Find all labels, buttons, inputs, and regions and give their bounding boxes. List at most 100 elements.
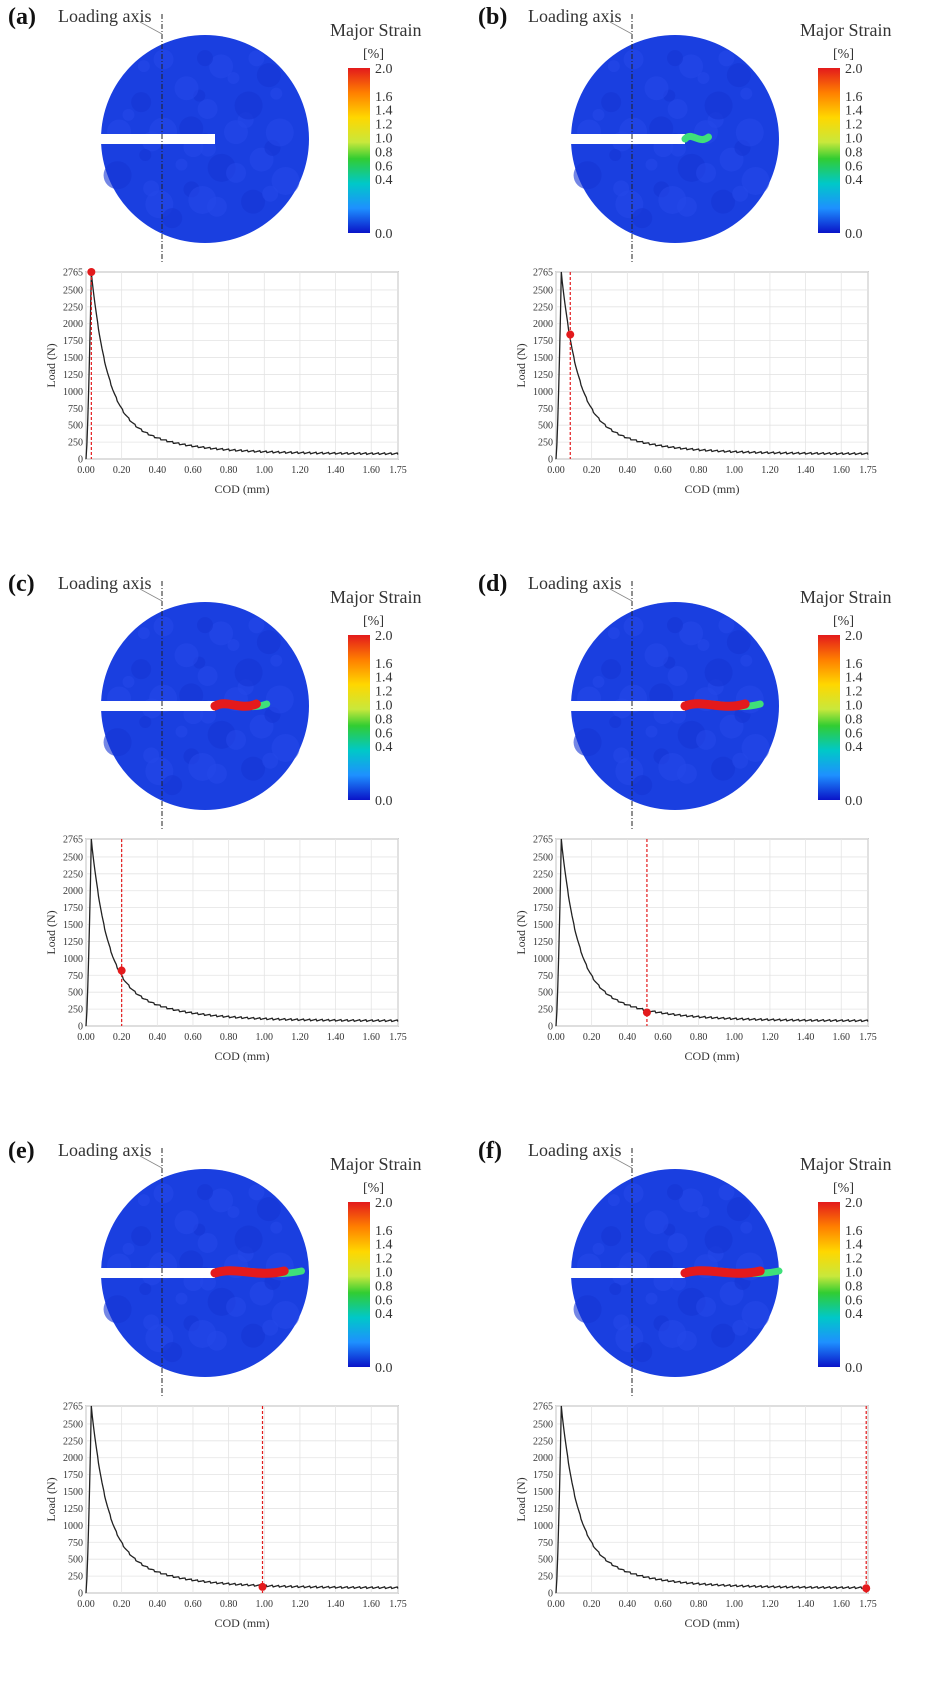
y-axis-title: Load (N) xyxy=(514,343,528,387)
colorbar-tick-label: 1.2 xyxy=(375,118,393,133)
y-tick-label: 1750 xyxy=(533,1470,553,1481)
x-axis-title: COD (mm) xyxy=(685,1049,740,1063)
field-speckle xyxy=(741,1300,770,1329)
y-tick-label: 2500 xyxy=(533,285,553,296)
x-axis-title: COD (mm) xyxy=(685,1616,740,1630)
y-tick-label: 250 xyxy=(68,1572,83,1583)
x-tick-label: 0.20 xyxy=(583,1032,601,1043)
colorbar-tick-label: 1.6 xyxy=(845,657,863,672)
y-tick-label: 2765 xyxy=(63,835,83,846)
major-strain-label: Major Strain xyxy=(330,20,422,40)
y-tick-label: 1250 xyxy=(63,370,83,381)
colorbar-tick-label: 1.2 xyxy=(845,1252,863,1267)
field-speckle xyxy=(711,756,736,781)
y-tick-label: 250 xyxy=(68,1005,83,1016)
y-tick-label: 2500 xyxy=(533,1419,553,1430)
field-speckle xyxy=(248,50,265,67)
y-tick-label: 1250 xyxy=(533,370,553,381)
colorbar-tick-label: 1.4 xyxy=(845,104,863,119)
x-tick-label: 0.80 xyxy=(220,1032,238,1043)
colorbar-tick-label: 1.6 xyxy=(375,1224,393,1239)
state-marker-point xyxy=(642,1008,651,1017)
field-speckle xyxy=(573,161,602,190)
x-tick-label: 0.00 xyxy=(77,465,95,476)
x-tick-label: 1.20 xyxy=(291,1599,309,1610)
field-speckle xyxy=(645,725,658,738)
x-tick-label: 1.20 xyxy=(291,465,309,476)
colorbar-tick-label: 1.0 xyxy=(845,1265,863,1280)
state-marker-point xyxy=(117,966,126,975)
field-speckle xyxy=(632,1342,653,1363)
field-speckle xyxy=(122,1242,135,1255)
field-speckle xyxy=(632,775,653,796)
x-tick-label: 1.60 xyxy=(833,1032,851,1043)
field-speckle xyxy=(679,621,704,646)
x-tick-label: 1.00 xyxy=(256,1599,274,1610)
plot-frame xyxy=(555,1405,869,1594)
colorbar-tick-label: 0.8 xyxy=(375,145,393,160)
notch-slot xyxy=(569,1268,685,1278)
field-speckle xyxy=(670,707,687,724)
y-tick-label: 1750 xyxy=(63,903,83,914)
field-speckle xyxy=(197,50,213,67)
field-speckle xyxy=(209,621,234,646)
x-tick-label: 1.60 xyxy=(363,1032,381,1043)
panel-d: 2.0 1.6 1.4 1.2 1.0 0.8 0.6 0.4 0.0 0.00 0.20 0.40 0… xyxy=(470,567,940,1134)
field-speckle xyxy=(197,1184,213,1201)
colorbar xyxy=(348,635,370,800)
field-speckle xyxy=(740,87,753,100)
field-speckle xyxy=(226,1296,247,1317)
colorbar-tick-label: 0.8 xyxy=(375,712,393,727)
x-tick-label: 1.40 xyxy=(327,465,345,476)
field-speckle xyxy=(248,1184,265,1201)
y-tick-label: 1750 xyxy=(533,903,553,914)
x-tick-label: 0.00 xyxy=(77,1599,95,1610)
y-tick-label: 1250 xyxy=(63,937,83,948)
y-tick-label: 250 xyxy=(538,1572,553,1583)
x-tick-label: 1.60 xyxy=(833,1599,851,1610)
field-speckle xyxy=(667,1184,683,1201)
field-speckle xyxy=(609,1283,622,1296)
colorbar-tick-label: 0.8 xyxy=(845,712,863,727)
field-speckle xyxy=(103,1295,132,1324)
y-axis-title: Load (N) xyxy=(514,910,528,954)
colorbar-tick-label: 0.4 xyxy=(845,740,863,755)
field-speckle xyxy=(131,659,152,680)
field-speckle xyxy=(241,1323,266,1348)
major-strain-label: Major Strain xyxy=(800,20,892,40)
x-tick-label: 0.40 xyxy=(149,465,167,476)
crack-band xyxy=(680,699,750,711)
x-tick-label: 0.00 xyxy=(77,1032,95,1043)
colorbar-tick-label: 2.0 xyxy=(845,1196,863,1211)
x-tick-label: 1.20 xyxy=(761,465,779,476)
field-speckle xyxy=(601,92,622,113)
colorbar-tick-label: 0.6 xyxy=(845,1293,863,1308)
x-tick-label: 0.40 xyxy=(619,1599,637,1610)
field-speckle xyxy=(696,1296,717,1317)
colorbar-tick-label: 1.4 xyxy=(375,671,393,686)
field-speckle xyxy=(697,72,710,85)
panel-label: (f) xyxy=(478,1138,502,1164)
loading-axis-label: Loading axis xyxy=(528,1140,622,1160)
x-tick-label: 1.40 xyxy=(797,465,815,476)
field-speckle xyxy=(741,166,770,195)
field-speckle xyxy=(609,716,622,729)
colorbar-tick-label: 0.4 xyxy=(375,740,393,755)
field-speckle xyxy=(227,1206,240,1219)
state-marker-point xyxy=(862,1584,871,1593)
plot-frame xyxy=(555,838,869,1027)
colorbar-tick-label: 1.0 xyxy=(375,131,393,146)
colorbar-tick-label: 0.0 xyxy=(845,794,863,809)
y-tick-label: 500 xyxy=(538,1555,553,1566)
field-speckle xyxy=(206,196,227,217)
field-speckle xyxy=(696,162,717,183)
colorbar xyxy=(818,1202,840,1367)
colorbar-tick-label: 0.6 xyxy=(375,726,393,741)
x-tick-label: 1.75 xyxy=(389,1599,407,1610)
field-speckle xyxy=(174,1210,199,1235)
x-tick-label: 1.00 xyxy=(256,1032,274,1043)
field-speckle xyxy=(227,72,240,85)
field-speckle xyxy=(197,666,218,687)
y-tick-label: 250 xyxy=(538,438,553,449)
panel-label: (c) xyxy=(8,571,35,597)
